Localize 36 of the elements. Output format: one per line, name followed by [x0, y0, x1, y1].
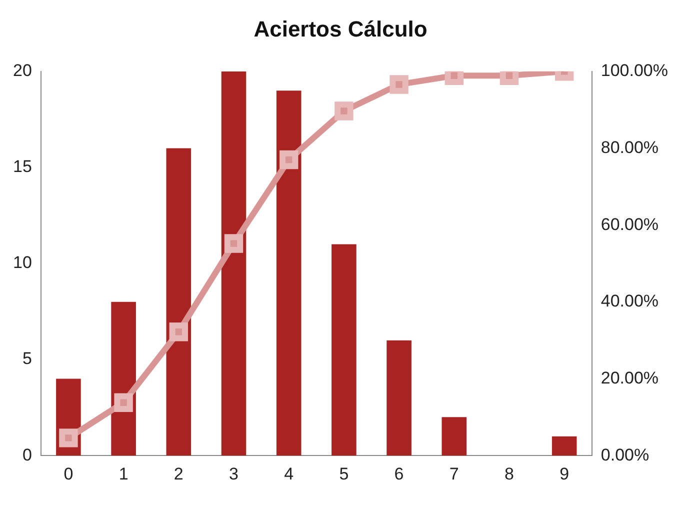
point	[59, 428, 78, 448]
bar	[166, 148, 192, 456]
x-tick-label: 9	[560, 464, 570, 484]
x-tick-label: 1	[118, 464, 128, 484]
bar	[276, 90, 302, 456]
x-tick-label: 5	[339, 464, 349, 484]
point	[114, 393, 133, 412]
x-tick-label: 4	[284, 464, 294, 484]
point	[169, 322, 188, 342]
y-tick-label: 15	[12, 157, 32, 176]
bar	[386, 340, 412, 456]
x-tick-label: 6	[394, 464, 404, 484]
x-tick-label: 0	[64, 464, 74, 484]
point	[334, 102, 354, 120]
y-tick-label: 0	[22, 445, 32, 464]
y-tick-label: 5	[22, 349, 32, 368]
bar	[332, 244, 356, 456]
bar	[552, 436, 577, 456]
y2-tick-label: 20.00%	[600, 368, 659, 388]
y-tick-label: 20	[12, 61, 32, 80]
point	[224, 234, 244, 253]
chart-title: Aciertos Cálculo	[254, 16, 428, 42]
x-tick-label: 7	[449, 464, 459, 484]
y-tick-label: 10	[12, 253, 32, 272]
y2-tick-label: 80.00%	[600, 138, 659, 157]
point	[390, 75, 408, 94]
y2-tick-label: 40.00%	[600, 292, 659, 311]
point	[279, 150, 298, 170]
y2-tick-label: 0.00%	[600, 445, 650, 464]
x-tick-label: 3	[229, 464, 238, 484]
bar	[221, 71, 246, 456]
y2-tick-label: 100.00%	[600, 61, 668, 80]
y2-tick-label: 60.00%	[600, 214, 659, 234]
bar	[442, 417, 467, 456]
x-tick-label: 2	[174, 464, 184, 484]
x-tick-label: 8	[504, 464, 514, 484]
